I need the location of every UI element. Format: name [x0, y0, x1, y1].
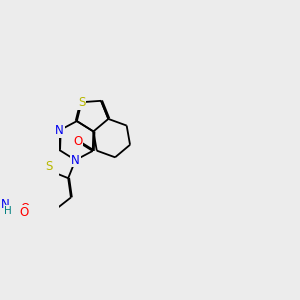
Text: N: N — [55, 124, 64, 137]
Text: S: S — [78, 96, 85, 109]
Text: S: S — [45, 160, 52, 173]
Text: O: O — [73, 135, 83, 148]
Text: H: H — [4, 206, 12, 216]
Text: O: O — [20, 206, 29, 219]
Text: N: N — [71, 154, 80, 166]
Text: O: O — [21, 202, 30, 215]
Text: N: N — [1, 198, 9, 211]
